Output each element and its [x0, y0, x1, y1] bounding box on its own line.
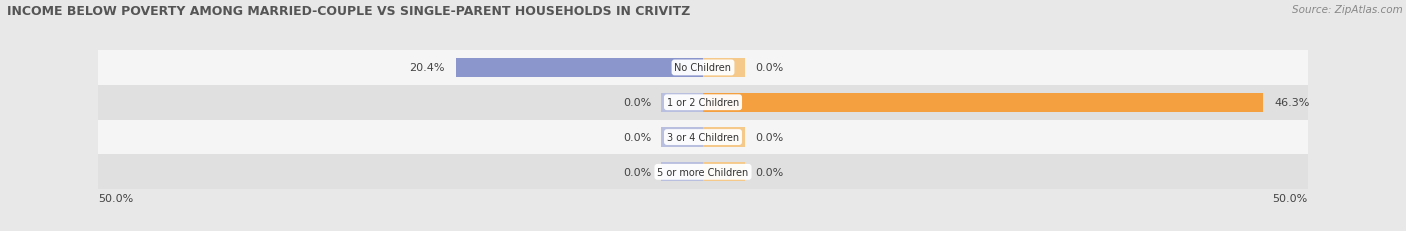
- Text: Source: ZipAtlas.com: Source: ZipAtlas.com: [1292, 5, 1403, 15]
- FancyBboxPatch shape: [98, 155, 1308, 189]
- Text: 0.0%: 0.0%: [623, 167, 651, 177]
- Text: 46.3%: 46.3%: [1275, 98, 1310, 108]
- Bar: [703, 163, 745, 182]
- Text: 3 or 4 Children: 3 or 4 Children: [666, 132, 740, 143]
- Bar: [661, 163, 703, 182]
- Text: 1 or 2 Children: 1 or 2 Children: [666, 98, 740, 108]
- Text: 0.0%: 0.0%: [623, 98, 651, 108]
- FancyBboxPatch shape: [98, 85, 1308, 120]
- Bar: [703, 128, 745, 147]
- Bar: [661, 128, 703, 147]
- Bar: [661, 93, 703, 112]
- Text: 5 or more Children: 5 or more Children: [658, 167, 748, 177]
- Bar: [457, 59, 703, 78]
- Bar: [703, 59, 745, 78]
- Text: 0.0%: 0.0%: [623, 132, 651, 143]
- Text: 0.0%: 0.0%: [755, 167, 783, 177]
- Text: 50.0%: 50.0%: [98, 194, 134, 204]
- Bar: [703, 93, 1263, 112]
- Text: 0.0%: 0.0%: [755, 63, 783, 73]
- Text: 50.0%: 50.0%: [1272, 194, 1308, 204]
- Text: 20.4%: 20.4%: [409, 63, 444, 73]
- Text: No Children: No Children: [675, 63, 731, 73]
- FancyBboxPatch shape: [98, 120, 1308, 155]
- FancyBboxPatch shape: [98, 51, 1308, 85]
- Text: 0.0%: 0.0%: [755, 132, 783, 143]
- Text: INCOME BELOW POVERTY AMONG MARRIED-COUPLE VS SINGLE-PARENT HOUSEHOLDS IN CRIVITZ: INCOME BELOW POVERTY AMONG MARRIED-COUPL…: [7, 5, 690, 18]
